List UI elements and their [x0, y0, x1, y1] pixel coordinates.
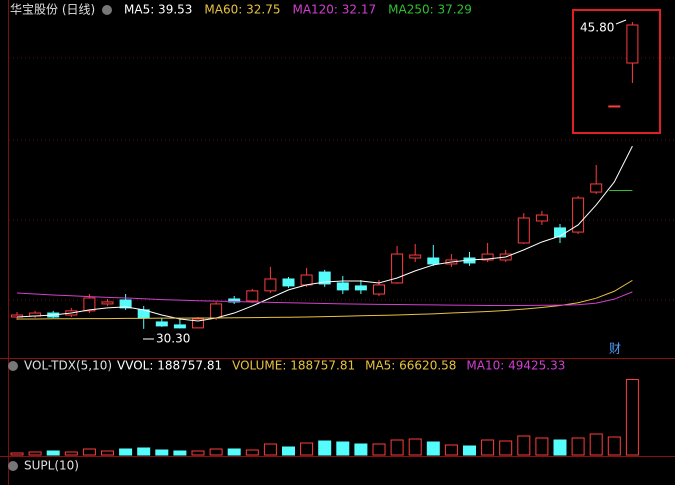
legend-entry: VOLUME: 188757.81: [232, 359, 355, 373]
min-label: 30.30: [156, 332, 190, 346]
chart-title: 华宝股份 (日线): [10, 3, 95, 17]
volume-bar: [571, 437, 585, 456]
volume-bar: [481, 439, 495, 456]
candle-body: [173, 324, 186, 329]
volume-bar: [372, 443, 386, 456]
candle-body: [608, 105, 621, 108]
candle-body: [535, 214, 548, 222]
max-label: 45.80: [580, 21, 614, 35]
candle-body: [246, 290, 259, 302]
volume-bar: [553, 439, 567, 456]
panel-title: SUPL(10): [24, 459, 79, 473]
legend-entry: MA60: 32.75: [204, 3, 280, 17]
volume-bar: [227, 448, 241, 456]
volume-bar: [517, 435, 531, 456]
candle-body: [336, 282, 349, 291]
candle-body: [264, 278, 277, 292]
candle-body: [192, 318, 204, 329]
volume-bar: [10, 452, 24, 456]
candle-body: [11, 314, 23, 318]
volume-bar: [354, 443, 368, 456]
legend-entry: MA5: 66620.58: [365, 359, 456, 373]
volume-bar: [28, 451, 42, 456]
volume-bar: [336, 441, 350, 456]
candle-body: [590, 183, 603, 193]
volume-bar: [101, 450, 114, 456]
volume-bar: [82, 448, 96, 456]
ma-line: [17, 279, 633, 320]
volume-bar: [589, 433, 603, 456]
candle-body: [83, 297, 96, 312]
candle-body: [481, 253, 494, 261]
volume-bar: [173, 450, 187, 456]
volume-bar: [444, 444, 458, 456]
menu-icon[interactable]: [102, 5, 112, 15]
legend-entry: MA5: 39.53: [124, 3, 192, 17]
legend-entry: VVOL: 188757.81: [117, 359, 222, 373]
ma-line: [16, 291, 633, 307]
candle-body: [119, 299, 132, 309]
legend-entry: MA10: 49425.33: [466, 359, 565, 373]
volume-bar: [535, 437, 549, 456]
volume-bar: [282, 446, 295, 456]
volume-bar: [191, 450, 205, 456]
volume-bar: [607, 436, 621, 456]
max-arrow: [615, 19, 627, 25]
panel-title: VOL-TDX(5,10): [24, 359, 112, 373]
candle-body: [626, 24, 639, 64]
volume-bar: [463, 445, 476, 456]
volume-bar: [318, 440, 332, 456]
volume-bar: [46, 450, 60, 456]
volume-bar: [625, 378, 639, 456]
candle-body: [101, 301, 114, 305]
candle-body: [373, 284, 385, 295]
volume-bar: [390, 439, 404, 456]
candle-body: [300, 274, 313, 286]
candle-body: [354, 285, 367, 291]
volume-bar: [209, 448, 223, 456]
grid: [9, 57, 675, 301]
candle-body: [517, 217, 530, 244]
volume-bar: [408, 438, 422, 456]
volume-bar: [119, 448, 133, 456]
menu-icon[interactable]: [8, 361, 18, 371]
legend-entry: MA120: 32.17: [292, 3, 376, 17]
candle-body: [282, 278, 295, 287]
candle-body: [572, 197, 585, 233]
legend-entry: MA250: 37.29: [388, 3, 472, 17]
candle-body: [318, 271, 331, 285]
volume-bar: [499, 440, 513, 456]
volume-bar: [137, 447, 151, 456]
candle-body: [155, 321, 168, 327]
ma-line: [16, 145, 633, 322]
volume-bar: [245, 449, 259, 456]
finance-marker[interactable]: 财: [609, 342, 621, 356]
volume-bar: [64, 451, 78, 456]
volume-bar: [426, 441, 440, 456]
highlight-box: [572, 9, 661, 134]
volume-bar: [155, 449, 169, 456]
candle-body: [409, 254, 422, 259]
candle-body: [427, 257, 440, 265]
volume-bar: [300, 442, 314, 456]
menu-icon[interactable]: [8, 461, 18, 471]
candle-body: [391, 253, 404, 284]
volume-bar: [263, 443, 277, 456]
candle-body: [210, 303, 223, 319]
